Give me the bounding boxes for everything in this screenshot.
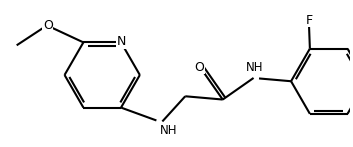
- Text: NH: NH: [246, 61, 263, 74]
- Text: NH: NH: [160, 124, 178, 137]
- Text: F: F: [305, 14, 312, 27]
- Text: N: N: [117, 35, 126, 48]
- Text: O: O: [194, 61, 204, 74]
- Text: O: O: [43, 20, 53, 32]
